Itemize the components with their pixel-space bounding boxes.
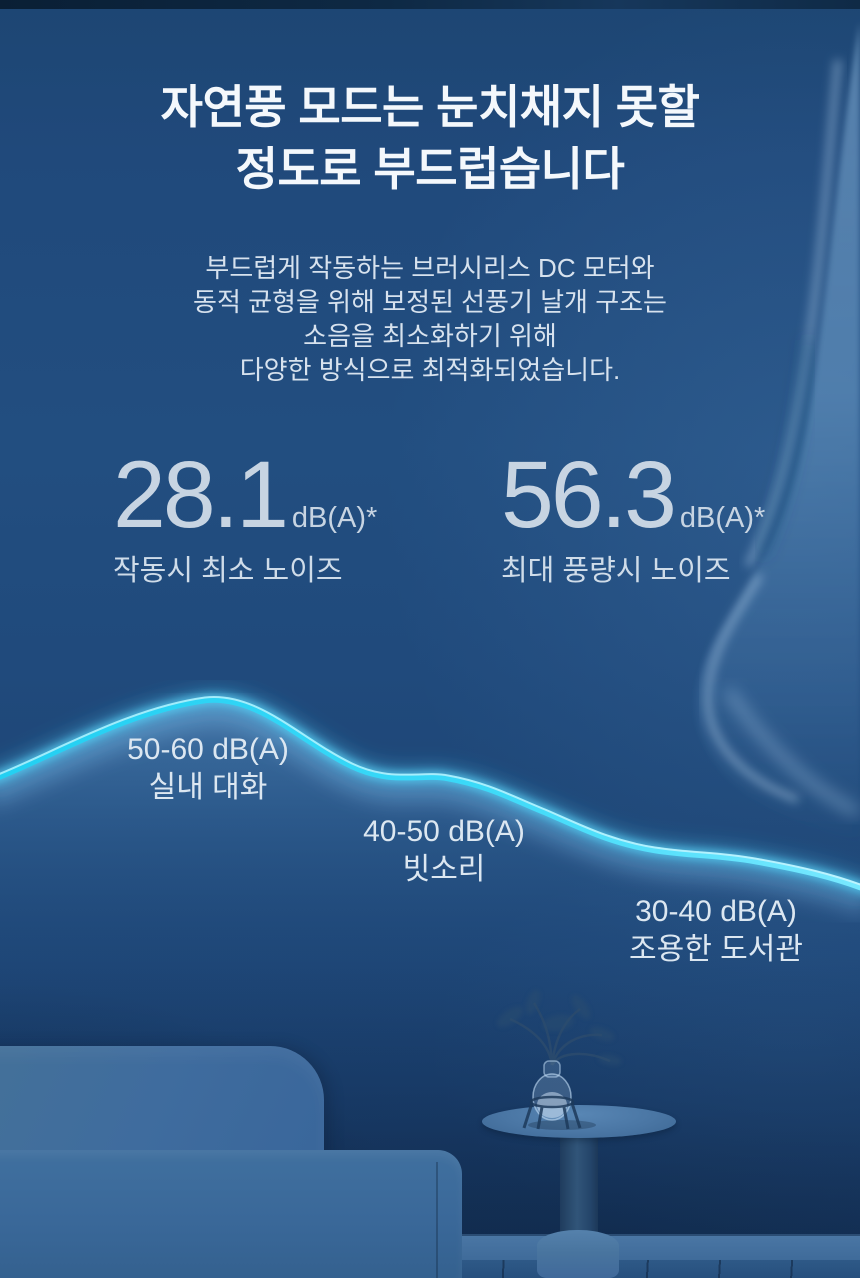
stat-label: 작동시 최소 노이즈: [113, 555, 343, 587]
sofa-seam-line: [436, 1162, 438, 1278]
section-title-line2: 정도로 부드럽습니다: [235, 143, 625, 195]
stat-unit: dB(A)*: [679, 502, 766, 534]
description-line: 부드럽게 작동하는 브러시리스 DC 모터와: [205, 253, 655, 283]
top-photo-edge-strip: [0, 0, 860, 9]
noise-range: 30-40 dB(A): [635, 895, 797, 928]
side-table-pedestal: [560, 1134, 598, 1234]
sofa-seat-arm: [0, 1150, 462, 1278]
stat-max-noise: 56.3 dB(A)* 최대 풍량시 노이즈: [501, 448, 765, 589]
curtain-graphic: [696, 22, 860, 846]
noise-level-50-60: 50-60 dB(A) 실내 대화: [68, 731, 348, 807]
description-line: 동적 균형을 위해 보정된 선풍기 날개 구조는: [193, 287, 667, 317]
vase-stand: [522, 1095, 582, 1130]
vase-and-plant: [497, 989, 622, 1130]
noise-range: 40-50 dB(A): [363, 815, 525, 848]
noise-range: 50-60 dB(A): [127, 733, 289, 766]
stat-value: 28.1: [113, 442, 289, 548]
vase-neck: [543, 1060, 561, 1078]
section-title: 자연풍 모드는 눈치채지 못할 정도로 부드럽습니다: [0, 76, 860, 200]
wave-line: [0, 696, 860, 891]
stat-value-line: 56.3 dB(A)*: [501, 448, 765, 543]
description-line: 소음을 최소화하기 위해: [303, 321, 557, 351]
noise-level-30-40: 30-40 dB(A) 조용한 도서관: [576, 893, 856, 969]
stat-label: 최대 풍량시 노이즈: [501, 555, 731, 587]
noise-example: 실내 대화: [148, 771, 268, 804]
side-table-base: [537, 1230, 619, 1278]
stat-value-line: 28.1 dB(A)*: [113, 448, 377, 543]
noise-example: 조용한 도서관: [629, 933, 803, 966]
stat-min-noise: 28.1 dB(A)* 작동시 최소 노이즈: [113, 448, 377, 589]
plant-foliage: [497, 989, 622, 1066]
description-line: 다양한 방식으로 최적화되었습니다.: [239, 355, 621, 385]
section-description: 부드럽게 작동하는 브러시리스 DC 모터와 동적 균형을 위해 보정된 선풍기…: [0, 251, 860, 387]
noise-level-40-50: 40-50 dB(A) 빗소리: [304, 813, 584, 889]
section-title-line1: 자연풍 모드는 눈치채지 못할: [160, 81, 700, 133]
noise-example: 빗소리: [402, 853, 486, 886]
wave-fill-area: [0, 699, 860, 1080]
noise-level-wave-graphic: [0, 688, 860, 1080]
stat-unit: dB(A)*: [291, 502, 378, 534]
stat-value: 56.3: [501, 442, 677, 548]
